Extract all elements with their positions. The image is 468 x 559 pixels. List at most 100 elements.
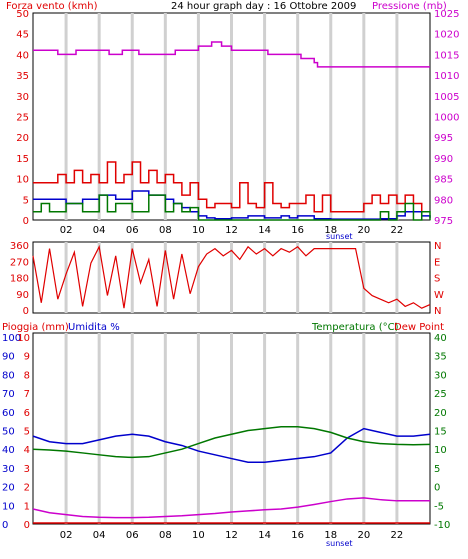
pressure-y-tick-label: 1010: [434, 71, 459, 82]
pressure-y-tick-label: 1000: [434, 113, 459, 124]
direction-compass-label: N: [434, 306, 441, 317]
temperature-y-tick-label: 25: [434, 389, 447, 400]
dewpoint-axis-label: Dew Point: [394, 322, 444, 333]
wind-x-tick-label: 20: [357, 225, 370, 236]
thermo-panel-series: [32, 426, 431, 524]
humidity-y-tick-label: 70: [2, 389, 15, 400]
thermo-panel-ticks: 02 04 06 08 10 12 14 16 18 20 22010203040506070809…: [2, 333, 450, 541]
pressure-y-tick-label: 980: [434, 195, 453, 206]
wind-y-tick-label: 45: [16, 30, 29, 41]
series-umidita-: [32, 427, 431, 464]
wind-panel-series: [33, 41, 431, 221]
rain-y-tick-label: 2: [24, 483, 30, 494]
pressure-y-tick-label: 1015: [434, 50, 459, 61]
humidity-y-tick-label: 20: [2, 483, 15, 494]
wind-y-tick-label: 30: [16, 92, 29, 103]
wind-y-tick-label: 40: [16, 50, 29, 61]
wind-y-tick-label: 15: [16, 154, 29, 165]
series-vento-medio: [33, 194, 431, 221]
temperature-y-tick-label: 30: [434, 370, 447, 381]
temperature-y-tick-label: 15: [434, 427, 447, 438]
humidity-axis-label: Umidita %: [68, 322, 120, 333]
rain-y-tick-label: 5: [24, 427, 30, 438]
temperature-y-tick-label: -10: [434, 520, 450, 531]
humidity-y-tick-label: 90: [2, 352, 15, 363]
thermo-x-tick-label: 12: [225, 530, 238, 541]
temperature-y-tick-label: 10: [434, 445, 447, 456]
direction-y-tick-label: 90: [16, 290, 29, 301]
wind-y-tick-label: 5: [23, 195, 29, 206]
series-temperatura-c-: [32, 426, 431, 459]
thermo-x-tick-label: 02: [60, 530, 73, 541]
thermo-x-tick-label: 22: [391, 530, 404, 541]
wind-x-tick-label: 14: [258, 225, 271, 236]
rain-y-tick-label: 1: [24, 501, 30, 512]
thermo-x-tick-label: 06: [126, 530, 139, 541]
wind-x-tick-label: 18: [324, 225, 337, 236]
wind-x-tick-label: 08: [159, 225, 172, 236]
wind-y-tick-label: 50: [16, 9, 29, 20]
direction-compass-label: W: [434, 290, 444, 301]
wind-axis-label: Forza vento (kmh): [6, 1, 98, 12]
thermo-x-tick-label: 20: [357, 530, 370, 541]
thermo-x-tick-label: 14: [258, 530, 271, 541]
temperature-axis-label: Temperatura (°C): [311, 322, 399, 333]
temperature-y-tick-label: 20: [434, 408, 447, 419]
rain-y-tick-label: 4: [24, 445, 30, 456]
pressure-y-tick-label: 1005: [434, 92, 459, 103]
humidity-y-tick-label: 60: [2, 408, 15, 419]
rain-y-tick-label: 6: [24, 408, 30, 419]
rain-axis-label: Pioggia (mm): [2, 322, 69, 333]
thermo-panel-grid: [64, 333, 399, 524]
temperature-y-tick-label: 0: [434, 483, 440, 494]
direction-panel-grid: [64, 242, 399, 313]
thermo-x-tick-label: 08: [159, 530, 172, 541]
chart-title: 24 hour graph day : 16 Ottobre 2009: [171, 1, 356, 12]
humidity-y-tick-label: 0: [2, 520, 8, 531]
wind-x-tick-label: 22: [391, 225, 404, 236]
wind-y-tick-label: 10: [16, 175, 29, 186]
direction-y-tick-label: 270: [10, 257, 29, 268]
thermo-x-tick-label: 18: [324, 530, 337, 541]
humidity-y-tick-label: 100: [2, 333, 21, 344]
rain-y-tick-label: 9: [24, 352, 30, 363]
pressure-y-tick-label: 1020: [434, 30, 459, 41]
rain-y-tick-label: 10: [17, 333, 30, 344]
series-raffica: [33, 161, 430, 213]
temperature-y-tick-label: 40: [434, 333, 447, 344]
wind-x-tick-label: 06: [126, 225, 139, 236]
wind-x-tick-label: 16: [291, 225, 304, 236]
pressure-y-tick-label: 1025: [434, 9, 459, 20]
wind-x-tick-label: 12: [225, 225, 238, 236]
thermo-x-tick-label: 16: [291, 530, 304, 541]
wind-x-tick-label: 10: [192, 225, 205, 236]
rain-y-tick-label: 3: [24, 464, 30, 475]
pressure-y-tick-label: 975: [434, 216, 453, 227]
direction-panel-series: [32, 244, 431, 309]
pressure-y-tick-label: 995: [434, 133, 453, 144]
wind-y-tick-label: 35: [16, 71, 29, 82]
direction-compass-label: S: [434, 274, 440, 285]
sunset-label-3: sunset: [326, 539, 353, 548]
direction-compass-label: E: [434, 257, 440, 268]
series-wind-direction: [32, 244, 431, 309]
temperature-y-tick-label: 5: [434, 464, 440, 475]
pressure-axis-label: Pressione (mb): [372, 1, 447, 12]
thermo-x-tick-label: 10: [192, 530, 205, 541]
wind-y-tick-label: 0: [23, 216, 29, 227]
series-pressione-mb-: [33, 41, 430, 68]
wind-x-tick-label: 02: [60, 225, 73, 236]
temperature-y-tick-label: -5: [434, 501, 444, 512]
series-dew-point: [32, 497, 430, 519]
direction-y-tick-label: 360: [10, 241, 29, 252]
humidity-y-tick-label: 10: [2, 501, 15, 512]
wind-x-tick-label: 04: [93, 225, 106, 236]
rain-y-tick-label: 8: [24, 370, 30, 381]
pressure-y-tick-label: 990: [434, 154, 453, 165]
thermo-x-tick-label: 04: [93, 530, 106, 541]
humidity-y-tick-label: 40: [2, 445, 15, 456]
wind-y-tick-label: 20: [16, 133, 29, 144]
direction-compass-label: N: [434, 241, 441, 252]
